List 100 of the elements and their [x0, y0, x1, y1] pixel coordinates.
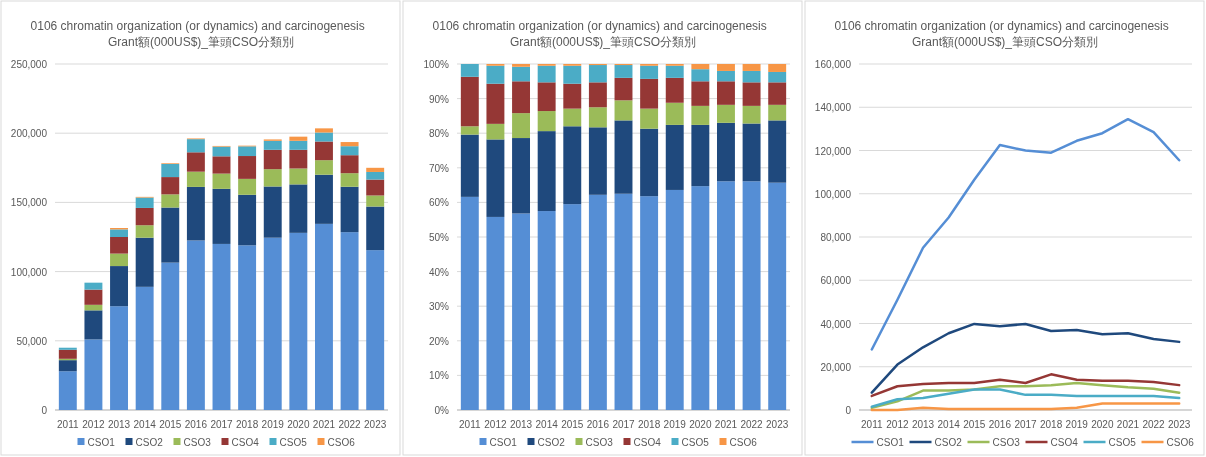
- bar: [742, 181, 761, 410]
- bar: [315, 160, 333, 175]
- bar: [340, 186, 359, 233]
- x-tick-label: 2020: [287, 419, 310, 430]
- bar: [691, 186, 710, 410]
- bar: [691, 81, 710, 106]
- x-tick-label: 2022: [740, 419, 764, 430]
- bar: [537, 111, 556, 132]
- x-tick-label: 2015: [561, 419, 584, 430]
- bar: [263, 149, 282, 170]
- chart-title: 0106 chromatin organization (or dynamics) and carcinogenesis Grant額(000US$)_筆頭CSO分類別: [834, 19, 1176, 49]
- bar: [161, 207, 180, 263]
- legend-label: CSO5: [1108, 437, 1137, 448]
- y-tick-label: 100,000: [10, 266, 48, 278]
- bar: [768, 82, 787, 105]
- y-tick-label: 200,000: [10, 128, 48, 140]
- x-tick-label: 2017: [210, 419, 234, 430]
- bar: [563, 126, 582, 205]
- bar: [366, 195, 385, 207]
- bar: [135, 286, 154, 410]
- x-tick-label: 2018: [235, 419, 259, 430]
- bar: [161, 262, 180, 410]
- bar: [161, 177, 180, 195]
- bar: [289, 232, 308, 410]
- bar: [161, 163, 180, 178]
- bar: [614, 77, 633, 101]
- legend-label: CSO6: [729, 437, 758, 448]
- bar: [537, 211, 556, 410]
- bar: [84, 282, 103, 290]
- y-tick-label: 100,000: [814, 188, 852, 200]
- bar: [289, 168, 308, 185]
- bar: [135, 237, 154, 287]
- y-tick-label: 50,000: [16, 335, 48, 347]
- bar: [588, 127, 607, 195]
- legend-label: CSO1: [876, 437, 905, 448]
- bar: [665, 102, 684, 125]
- legend-label: CSO4: [633, 437, 662, 448]
- bar: [84, 289, 103, 305]
- y-tick-label: 80,000: [820, 232, 852, 243]
- bar: [512, 64, 530, 67]
- x-tick-label: 2023: [364, 419, 387, 430]
- bar: [563, 204, 582, 410]
- legend-label: CSO1: [87, 437, 116, 448]
- bar: [588, 82, 607, 108]
- bar: [640, 128, 659, 197]
- bar: [691, 124, 710, 187]
- bar: [640, 196, 659, 410]
- y-tick-label: 140,000: [814, 102, 852, 114]
- bar: [110, 253, 128, 267]
- y-tick-label: 250,000: [10, 59, 48, 70]
- legend-label: CSO2: [135, 437, 164, 448]
- bar: [768, 120, 787, 183]
- bar: [742, 105, 761, 124]
- y-tick-label: 80%: [428, 128, 450, 140]
- bar: [315, 132, 333, 142]
- bar: [289, 184, 308, 233]
- bar: [640, 78, 659, 109]
- bar: [460, 134, 479, 197]
- bar: [238, 156, 257, 179]
- bar: [486, 83, 505, 124]
- bar: [768, 64, 787, 72]
- bar: [366, 171, 385, 180]
- x-tick-label: 2014: [133, 419, 157, 430]
- x-tick-label: 2015: [963, 419, 986, 430]
- bar: [135, 225, 154, 238]
- x-tick-label: 2017: [1014, 419, 1038, 430]
- x-tick-label: 2013: [911, 419, 935, 430]
- bar: [768, 104, 787, 121]
- bar: [640, 65, 659, 79]
- bar: [84, 310, 103, 340]
- bar: [161, 194, 180, 208]
- bar: [110, 266, 128, 307]
- bar: [238, 194, 257, 246]
- bar: [717, 122, 735, 182]
- x-tick-label: 2019: [261, 419, 285, 430]
- bar: [263, 140, 282, 150]
- x-tick-label: 2018: [1039, 419, 1063, 430]
- bar: [460, 76, 479, 127]
- bar: [58, 349, 77, 359]
- x-tick-label: 2021: [312, 419, 336, 430]
- y-tick-label: 70%: [428, 162, 450, 174]
- y-tick-label: 30%: [428, 301, 450, 313]
- bar: [366, 206, 385, 251]
- legend-label: CSO5: [279, 437, 308, 448]
- x-tick-label: 2016: [586, 419, 610, 430]
- x-tick-label: 2020: [1091, 419, 1114, 430]
- bar: [289, 136, 308, 141]
- bar: [717, 70, 735, 82]
- line-series: [870, 117, 1181, 351]
- y-tick-label: 60,000: [820, 275, 852, 287]
- bar: [289, 149, 308, 169]
- bar: [512, 66, 530, 82]
- legend-label: CSO2: [537, 437, 566, 448]
- line-series: [870, 388, 1181, 409]
- bar: [340, 232, 359, 410]
- y-tick-label: 20,000: [820, 361, 852, 373]
- bar: [238, 146, 257, 157]
- bar: [84, 339, 103, 410]
- x-tick-label: 2014: [937, 419, 961, 430]
- bar: [58, 347, 77, 350]
